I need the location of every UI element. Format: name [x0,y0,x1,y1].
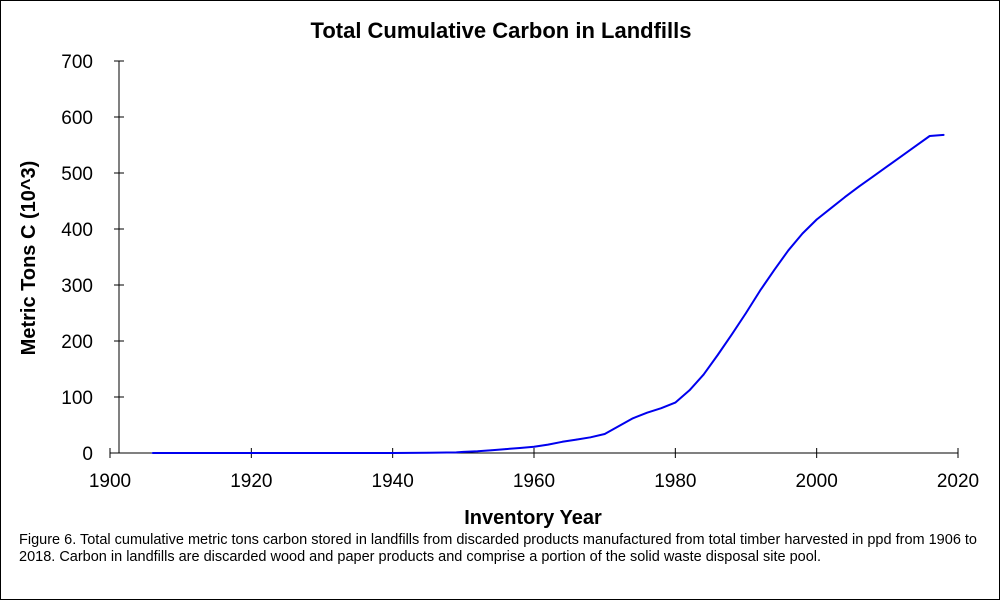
data-point [603,433,606,435]
data-point [476,450,479,453]
y-tick-label: 700 [61,52,93,73]
data-point [321,452,323,454]
data-point [928,135,931,137]
data-point [674,401,677,404]
x-tick-label: 1960 [513,471,555,492]
x-tick-label: 1940 [372,471,414,492]
x-tick-label: 1900 [89,471,131,492]
data-point [490,449,493,452]
y-tick-label: 300 [61,276,93,297]
data-point [589,436,592,439]
data-point [759,289,761,292]
data-point [462,451,465,453]
y-tick-label: 100 [61,388,93,409]
data-point [716,354,719,356]
data-point [900,155,903,157]
data-point [702,373,705,376]
data-point [844,196,846,198]
x-axis-label: Inventory Year [464,507,602,529]
data-point [830,207,832,210]
x-tick-label: 1980 [654,471,696,492]
data-point [427,451,429,454]
data-point [519,447,521,449]
x-tick-label: 2020 [937,471,979,492]
data-point [151,452,154,454]
chart-ticks: 1900 1920 1940 1960 1980 2000 2020 0 100 200 300 40… [61,52,979,492]
data-point [618,425,620,427]
data-point [773,269,776,271]
data-point [455,451,458,454]
series-line [152,133,944,454]
data-point [914,145,917,147]
data-point [561,441,564,443]
data-point [504,448,507,450]
data-point [886,165,889,168]
data-point [575,438,578,441]
x-tick-label: 2000 [796,471,838,492]
data-point [943,134,945,136]
x-tick-label: 1920 [230,471,272,492]
data-point [745,312,747,314]
data-point [801,232,804,235]
data-point [646,411,648,414]
data-point [547,443,549,446]
data-point [872,175,874,178]
data-point [815,218,818,221]
data-point [250,452,253,454]
data-point [391,452,394,454]
data-point [731,333,733,336]
data-point [179,452,182,454]
data-point [787,249,790,252]
chart-axes [110,61,958,454]
data-point [533,446,535,448]
y-axis-label: Metric Tons C (10^3) [18,161,40,356]
data-point [632,417,634,420]
data-point [858,185,860,188]
y-tick-label: 600 [61,108,93,129]
data-point [688,389,691,392]
y-tick-label: 400 [61,220,93,241]
figure-caption: Figure 6. Total cumulative metric tons c… [19,532,977,565]
y-tick-label: 0 [82,444,93,465]
y-tick-label: 500 [61,164,93,185]
y-tick-label: 200 [61,332,93,353]
chart-title: Total Cumulative Carbon in Landfills [311,18,692,43]
chart-series [151,133,945,454]
data-point [660,407,662,410]
